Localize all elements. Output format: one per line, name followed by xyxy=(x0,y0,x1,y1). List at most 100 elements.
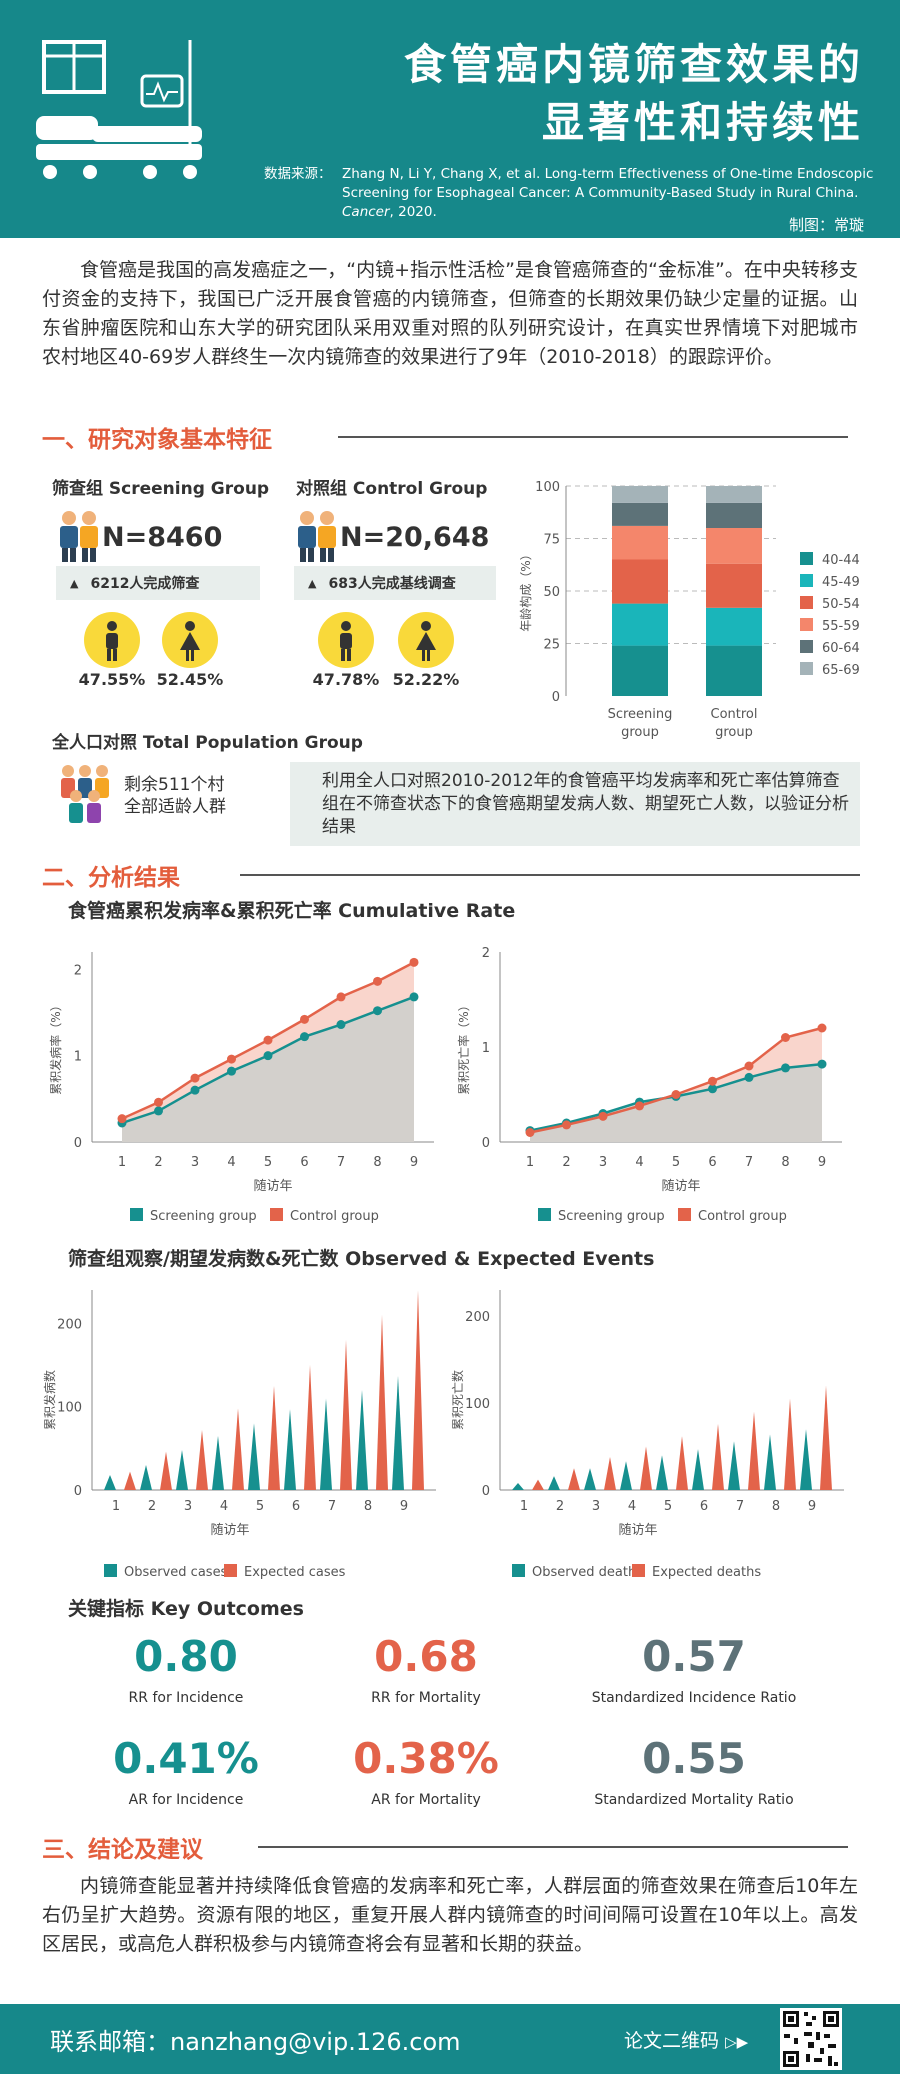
female-icon xyxy=(162,612,218,668)
kpi-label: AR for Mortality xyxy=(286,1792,566,1808)
data-point xyxy=(745,1062,754,1071)
x-axis-label: 随访年 xyxy=(618,1523,657,1538)
contact-email[interactable]: 联系邮箱：nanzhang@vip.126.com xyxy=(50,2022,461,2057)
bar-segment xyxy=(612,646,668,696)
observed-bar xyxy=(728,1441,740,1490)
bar-segment xyxy=(612,486,668,503)
hospital-bed-icon xyxy=(30,36,210,186)
x-tick-label: 7 xyxy=(328,1499,336,1514)
kpi-label: RR for Mortality xyxy=(286,1690,566,1706)
observed-bar xyxy=(800,1429,812,1490)
x-tick-label: 4 xyxy=(220,1499,228,1514)
legend-label: Expected deaths xyxy=(652,1565,761,1580)
population-group-title: 全人口对照 Total Population Group xyxy=(52,728,363,753)
data-point xyxy=(227,1055,236,1064)
crowd-icon xyxy=(56,762,114,824)
y-axis-label: 累积发病率（%） xyxy=(48,999,63,1094)
male-icon xyxy=(84,612,140,668)
legend-label: Control group xyxy=(290,1209,379,1224)
expected-bar xyxy=(532,1480,544,1490)
screening-note: ▲ 6212人完成筛查 xyxy=(56,566,260,600)
observed-bar xyxy=(512,1483,524,1490)
x-tick-label: 8 xyxy=(781,1155,789,1170)
expected-bar xyxy=(124,1472,136,1490)
bar-segment xyxy=(706,503,762,528)
legend-label: Screening group xyxy=(150,1209,257,1224)
legend-label: Control group xyxy=(698,1209,787,1224)
observed-bar xyxy=(692,1449,704,1490)
section1-title: 一、研究对象基本特征 xyxy=(42,420,272,454)
legend-swatch xyxy=(224,1564,237,1577)
x-axis-label: 随访年 xyxy=(210,1523,249,1538)
control-note: ▲ 683人完成基线调查 xyxy=(294,566,496,600)
x-tick-label: 3 xyxy=(592,1499,600,1514)
y-tick-label: 100 xyxy=(465,1397,490,1412)
observed-deaths-chart: 01002001 2 3 4 5 6 7 8 9累积死亡数随访年Observed deaths E… xyxy=(448,1276,868,1588)
observed-bar xyxy=(140,1465,152,1490)
legend-label: 60-64 xyxy=(822,641,860,656)
bar-segment xyxy=(612,503,668,526)
x-tick-label: 2 xyxy=(154,1155,162,1170)
x-tick-label: group xyxy=(621,725,659,740)
legend-label: 65-69 xyxy=(822,663,860,678)
y-tick-label: 100 xyxy=(57,1401,82,1416)
observed-bar xyxy=(248,1423,260,1490)
control-male-pct: 47.78% xyxy=(311,670,381,689)
bar-segment xyxy=(706,564,762,608)
data-point xyxy=(410,992,419,1001)
section-divider xyxy=(258,1846,848,1848)
y-tick-label: 0 xyxy=(552,690,560,705)
expected-bar xyxy=(232,1408,244,1490)
x-tick-label: 5 xyxy=(664,1499,672,1514)
legend-swatch xyxy=(800,574,813,587)
x-tick-label: 8 xyxy=(373,1155,381,1170)
data-point xyxy=(599,1112,608,1121)
qr-code-icon[interactable] xyxy=(780,2008,842,2070)
section2-title: 二、分析结果 xyxy=(42,858,180,892)
x-tick-label: 8 xyxy=(772,1499,780,1514)
x-tick-label: Screening xyxy=(608,707,673,722)
y-axis-label: 累积发病数 xyxy=(42,1370,57,1430)
kpi-label: Standardized Mortality Ratio xyxy=(554,1792,834,1808)
x-tick-label: 4 xyxy=(635,1155,643,1170)
data-point xyxy=(264,1051,273,1060)
screening-male-pct: 47.55% xyxy=(77,670,147,689)
bar-segment xyxy=(706,608,762,646)
female-icon xyxy=(398,612,454,668)
legend-label: 40-44 xyxy=(822,553,860,568)
data-point xyxy=(708,1077,717,1086)
observed-bar xyxy=(212,1436,224,1490)
legend-swatch xyxy=(270,1208,283,1221)
observed-bar xyxy=(176,1450,188,1490)
observed-bar xyxy=(104,1475,116,1490)
screening-area xyxy=(122,997,414,1142)
observed-bar xyxy=(656,1455,668,1490)
bar-segment xyxy=(612,526,668,560)
observed-bar xyxy=(620,1461,632,1490)
legend-swatch xyxy=(538,1208,551,1221)
cumulative-rate-title: 食管癌累积发病率&累积死亡率 Cumulative Rate xyxy=(68,896,515,923)
expected-bar xyxy=(712,1424,724,1490)
kpi-value: 0.55 xyxy=(574,1734,814,1783)
data-point xyxy=(191,1086,200,1095)
kpi-value: 0.41% xyxy=(66,1734,306,1783)
expected-bar xyxy=(304,1365,316,1490)
legend-swatch xyxy=(104,1564,117,1577)
expected-bar xyxy=(160,1452,172,1490)
legend-label: Observed deaths xyxy=(532,1565,643,1580)
legend-label: Expected cases xyxy=(244,1565,346,1580)
y-tick-label: 100 xyxy=(535,480,560,495)
expected-bar xyxy=(640,1447,652,1490)
x-tick-label: 7 xyxy=(736,1499,744,1514)
kpi-label: Standardized Incidence Ratio xyxy=(554,1690,834,1706)
data-point xyxy=(526,1128,535,1137)
x-tick-label: 5 xyxy=(672,1155,680,1170)
x-tick-label: 6 xyxy=(700,1499,708,1514)
conclusion-paragraph: 内镜筛查能显著并持续降低食管癌的发病率和死亡率，人群层面的筛查效果在筛查后10年… xyxy=(42,1872,858,1959)
legend-swatch xyxy=(678,1208,691,1221)
kpi-value: 0.68 xyxy=(306,1632,546,1681)
x-tick-label: 6 xyxy=(300,1155,308,1170)
legend-swatch xyxy=(800,662,813,675)
y-tick-label: 0 xyxy=(74,1136,82,1151)
